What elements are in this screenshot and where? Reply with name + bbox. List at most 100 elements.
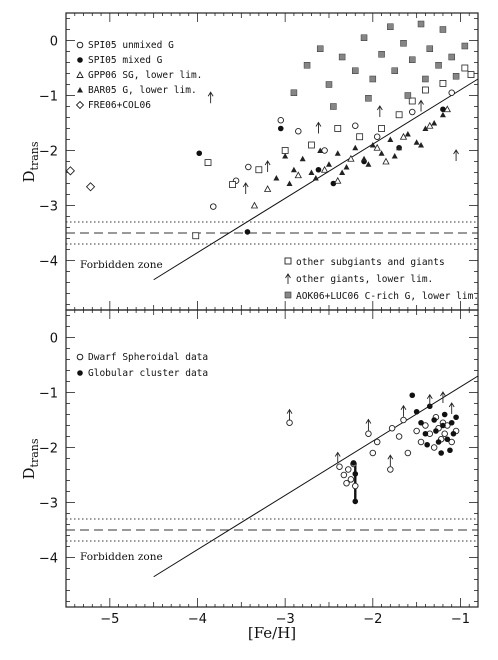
top-point-triangle-open (443, 105, 451, 113)
top-point-triangle-open (294, 171, 302, 179)
top-point-square-gray (338, 53, 346, 61)
top-point-circle-open (210, 203, 217, 210)
bottom-point-arrow-up (365, 418, 372, 431)
top-point-triangle-filled (343, 164, 350, 170)
top-point-square-gray (352, 67, 359, 74)
top-point-triangle-filled (413, 139, 420, 145)
bottom-point-circle-filled (409, 392, 416, 399)
top-point-square-open (229, 181, 236, 189)
top-point-circle-open (352, 122, 359, 129)
legend-item-gpp06: GPP06 SG, lower lim. (76, 70, 202, 81)
bottom-point-circle-filled (426, 403, 433, 410)
top-y-tick-label: −3 (39, 200, 58, 215)
bottom-point-arrow-up (440, 391, 446, 403)
top-point-triangle-filled (391, 153, 398, 159)
bottom-point-circle-filled (352, 471, 359, 477)
top-point-square-open (422, 86, 429, 94)
bottom-panel-markers (286, 391, 460, 505)
top-point-arrow-up (376, 105, 383, 117)
bottom-point-arrow-up (334, 451, 341, 464)
top-point-triangle-open (426, 121, 434, 129)
legend-item-spi05-unmixed: SPI05 unmixed G (76, 40, 174, 51)
top-point-arrow-up (453, 149, 459, 161)
x-tick-label: −2 (363, 612, 382, 627)
top-y-tick-label: −2 (39, 145, 58, 160)
top-point-triangle-filled (339, 169, 346, 175)
top-point-square-gray (330, 103, 337, 110)
top-point-circle-filled (196, 150, 203, 157)
top-point-triangle-filled (352, 144, 359, 151)
bottom-point-circle-open (369, 449, 377, 457)
top-point-triangle-filled (396, 144, 403, 151)
top-point-square-gray (360, 34, 368, 41)
top-point-triangle-open (320, 165, 329, 173)
top-point-triangle-filled (369, 142, 376, 148)
bottom-panel-forbidden-zone-label: Forbidden zone (80, 551, 163, 563)
top-point-triangle-filled (404, 131, 411, 137)
top-point-square-open (467, 71, 475, 78)
top-point-square-open (308, 141, 315, 149)
bottom-point-circle-open (373, 438, 381, 446)
top-point-diamond-open (85, 182, 96, 192)
top-point-square-gray (303, 62, 311, 69)
bottom-point-arrow-up (400, 404, 407, 417)
top-point-triangle-filled (431, 120, 438, 126)
top-y-tick-label: 0 (50, 35, 58, 50)
top-point-circle-open (448, 89, 455, 96)
top-point-circle-filled (315, 166, 322, 173)
legend-item-dwarf-spheroidal: Dwarf Spheroidal data (76, 352, 208, 363)
top-point-triangle-filled (365, 161, 372, 167)
top-point-square-gray (426, 45, 434, 52)
svg-text:BAR05 G, lower lim.: BAR05 G, lower lim. (88, 85, 197, 96)
legend-item-globular-cluster: Globular cluster data (77, 368, 208, 379)
top-point-triangle-filled (334, 150, 341, 156)
top-point-square-gray (325, 81, 333, 88)
bottom-panel-y-label: Dtrans (20, 438, 41, 479)
top-point-square-gray (417, 20, 425, 28)
top-point-circle-open (245, 163, 252, 171)
top-panel-forbidden-zone-label: Forbidden zone (80, 259, 163, 271)
bottom-point-arrow-up (387, 454, 394, 467)
top-point-triangle-filled (299, 155, 306, 162)
legend-item-spi05-mixed: SPI05 mixed G (77, 55, 163, 66)
top-point-triangle-filled (378, 150, 385, 156)
top-point-square-gray (400, 40, 407, 47)
bottom-panel-reference-lines (66, 375, 479, 578)
top-point-arrow-up (264, 160, 271, 172)
top-point-triangle-filled (361, 155, 368, 162)
svg-text:FRE06+COL06: FRE06+COL06 (88, 100, 151, 111)
top-point-triangle-filled (273, 175, 280, 181)
bottom-y-tick-label: −2 (39, 442, 58, 457)
x-tick-label: −5 (100, 612, 119, 627)
top-point-triangle-filled (282, 153, 289, 159)
bottom-point-circle-filled (441, 411, 448, 418)
top-point-circle-filled (330, 180, 337, 187)
top-point-triangle-filled (308, 169, 315, 175)
bottom-point-circle-open (422, 422, 429, 429)
svg-text:SPI05 mixed G: SPI05 mixed G (88, 55, 163, 66)
top-point-triangle-filled (286, 180, 293, 186)
bottom-point-circle-open (340, 471, 348, 479)
bottom-point-circle-filled (435, 439, 442, 445)
legend-item-aok06-luc06: AOK06+LUC06 C-rich G, lower lim. (284, 291, 479, 302)
bottom-point-circle-filled (450, 430, 457, 437)
bottom-point-arrow-up (448, 402, 455, 414)
bottom-point-circle-open (430, 444, 438, 451)
top-panel-markers (65, 20, 475, 240)
bottom-point-circle-open (404, 449, 412, 457)
bottom-y-tick-label: 0 (50, 332, 58, 347)
bottom-panel-axes: 0 −1 −2 −3 −4 −5 −4 −3 −2 −1 (39, 310, 479, 627)
top-point-triangle-open (334, 176, 342, 184)
top-point-square-open (255, 166, 263, 174)
x-tick-label: −4 (188, 612, 207, 627)
svg-text:other giants, lower lim.: other giants, lower lim. (296, 274, 433, 285)
svg-text:SPI05 unmixed G: SPI05 unmixed G (88, 40, 174, 51)
top-point-circle-open (409, 108, 416, 116)
top-point-square-gray (448, 53, 455, 61)
legend-item-other-giants-arrow: other giants, lower lim. (285, 273, 433, 285)
bottom-point-circle-filled (438, 450, 444, 456)
bottom-point-circle-open (395, 433, 403, 440)
top-point-triangle-filled (439, 111, 446, 118)
bottom-y-tick-label: −4 (39, 552, 58, 567)
